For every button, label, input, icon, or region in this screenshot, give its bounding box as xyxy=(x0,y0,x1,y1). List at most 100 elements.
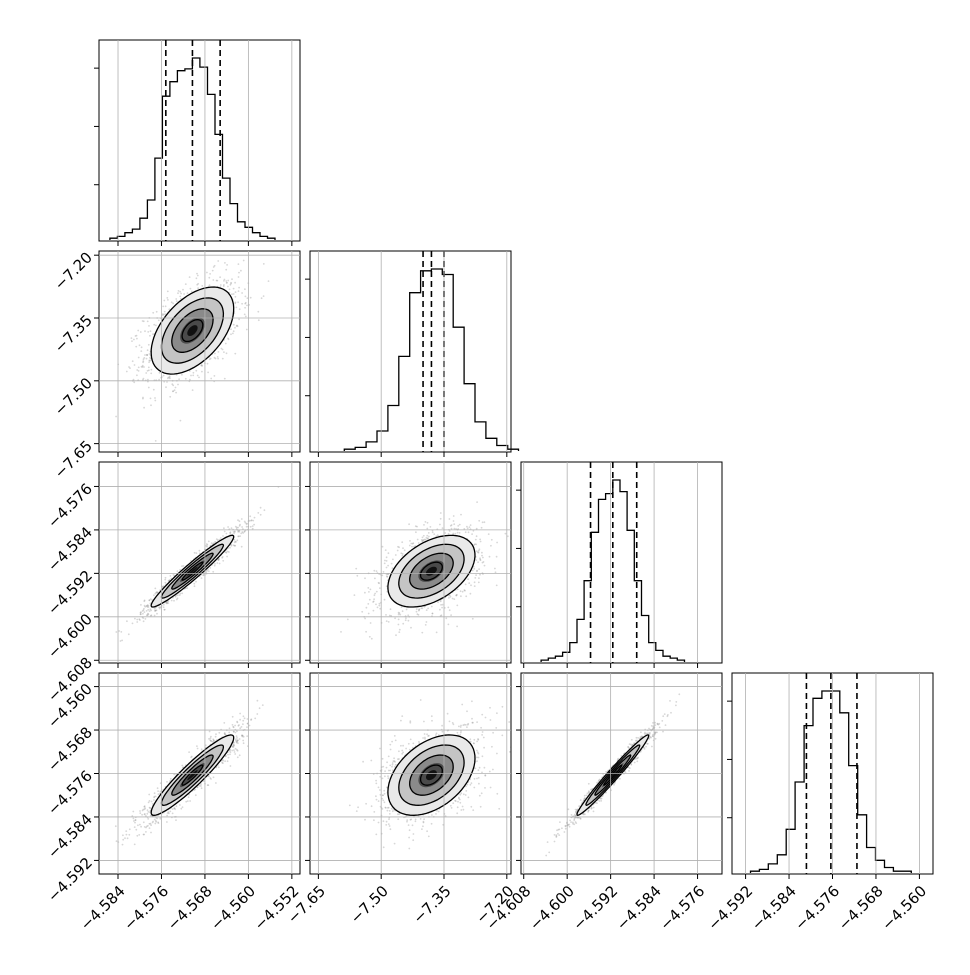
sample-point xyxy=(233,293,235,295)
y-tick-label: −4.600 xyxy=(44,610,96,662)
sample-point xyxy=(234,353,236,355)
sample-point xyxy=(170,575,172,577)
sample-point xyxy=(185,283,187,285)
sample-point xyxy=(142,361,144,363)
sample-point xyxy=(210,737,212,739)
sample-point xyxy=(469,526,471,528)
sample-point xyxy=(370,589,372,591)
sample-point xyxy=(145,815,147,817)
sample-point xyxy=(239,535,241,537)
sample-point xyxy=(223,527,225,529)
sample-point xyxy=(148,802,150,804)
sample-point xyxy=(150,330,152,332)
sample-point xyxy=(172,390,174,392)
sample-point xyxy=(155,610,157,612)
sample-point xyxy=(164,579,166,581)
sample-point xyxy=(233,731,235,733)
sample-point xyxy=(229,547,231,549)
sample-point xyxy=(457,589,459,591)
sample-point xyxy=(222,535,224,537)
sample-point xyxy=(478,550,480,552)
sample-point xyxy=(140,604,142,606)
sample-point xyxy=(385,549,387,551)
sample-point xyxy=(252,525,254,527)
sample-point xyxy=(116,840,118,842)
sample-point xyxy=(134,844,136,846)
sample-point xyxy=(142,613,144,615)
sample-point xyxy=(143,608,145,610)
sample-point xyxy=(218,558,220,560)
sample-point xyxy=(437,601,439,603)
sample-point xyxy=(398,546,400,548)
sample-point xyxy=(147,321,149,323)
sample-point xyxy=(467,528,469,530)
sample-point xyxy=(208,541,210,543)
sample-point xyxy=(208,570,210,572)
sample-point xyxy=(120,631,122,633)
sample-point xyxy=(149,353,151,355)
sample-point xyxy=(181,592,183,594)
sample-point xyxy=(229,289,231,291)
sample-point xyxy=(236,307,238,309)
sample-point xyxy=(179,296,181,298)
sample-point xyxy=(196,284,198,286)
sample-point xyxy=(165,305,167,307)
sample-point xyxy=(201,787,203,789)
sample-point xyxy=(136,835,138,837)
sample-point xyxy=(408,620,410,622)
sample-point xyxy=(143,620,145,622)
sample-point xyxy=(148,794,150,796)
sample-point xyxy=(175,387,177,389)
sample-point xyxy=(444,532,446,534)
sample-point xyxy=(177,384,179,386)
sample-point xyxy=(494,568,496,570)
sample-point xyxy=(218,766,220,768)
sample-point xyxy=(406,609,408,611)
sample-point xyxy=(382,546,384,548)
sample-point xyxy=(214,375,216,377)
sample-point xyxy=(96,370,98,372)
sample-point xyxy=(214,565,216,567)
sample-point xyxy=(195,370,197,372)
sample-point xyxy=(391,563,393,565)
sample-point xyxy=(154,823,156,825)
sample-point xyxy=(171,600,173,602)
sample-point xyxy=(355,568,357,570)
sample-point xyxy=(220,537,222,539)
sample-point xyxy=(423,524,425,526)
sample-point xyxy=(468,531,470,533)
sample-point xyxy=(155,325,157,327)
sample-point xyxy=(135,829,137,831)
sample-point xyxy=(378,605,380,607)
sample-point xyxy=(367,603,369,605)
sample-point xyxy=(132,623,134,625)
sample-point xyxy=(149,335,151,337)
sample-point xyxy=(147,809,149,811)
sample-point xyxy=(222,560,224,562)
y-tick-label: −7.35 xyxy=(51,311,96,356)
sample-point xyxy=(190,375,192,377)
sample-point xyxy=(210,358,212,360)
sample-point xyxy=(373,570,375,572)
sample-point xyxy=(177,570,179,572)
sample-point xyxy=(425,521,427,523)
sample-point xyxy=(480,541,482,543)
sample-point xyxy=(459,524,461,526)
sample-point xyxy=(423,535,425,537)
sample-point xyxy=(233,330,235,332)
sample-point xyxy=(144,354,146,356)
sample-point xyxy=(442,604,444,606)
sample-point xyxy=(250,526,252,528)
sample-point xyxy=(131,337,133,339)
sample-point xyxy=(475,559,477,561)
sample-point xyxy=(420,607,422,609)
sample-point xyxy=(172,813,174,815)
sample-point xyxy=(263,295,265,297)
sample-point xyxy=(145,372,147,374)
sample-point xyxy=(168,580,170,582)
sample-point xyxy=(416,526,418,528)
sample-point xyxy=(478,577,480,579)
sample-point xyxy=(206,546,208,548)
sample-point xyxy=(178,378,180,380)
sample-point xyxy=(138,370,140,372)
